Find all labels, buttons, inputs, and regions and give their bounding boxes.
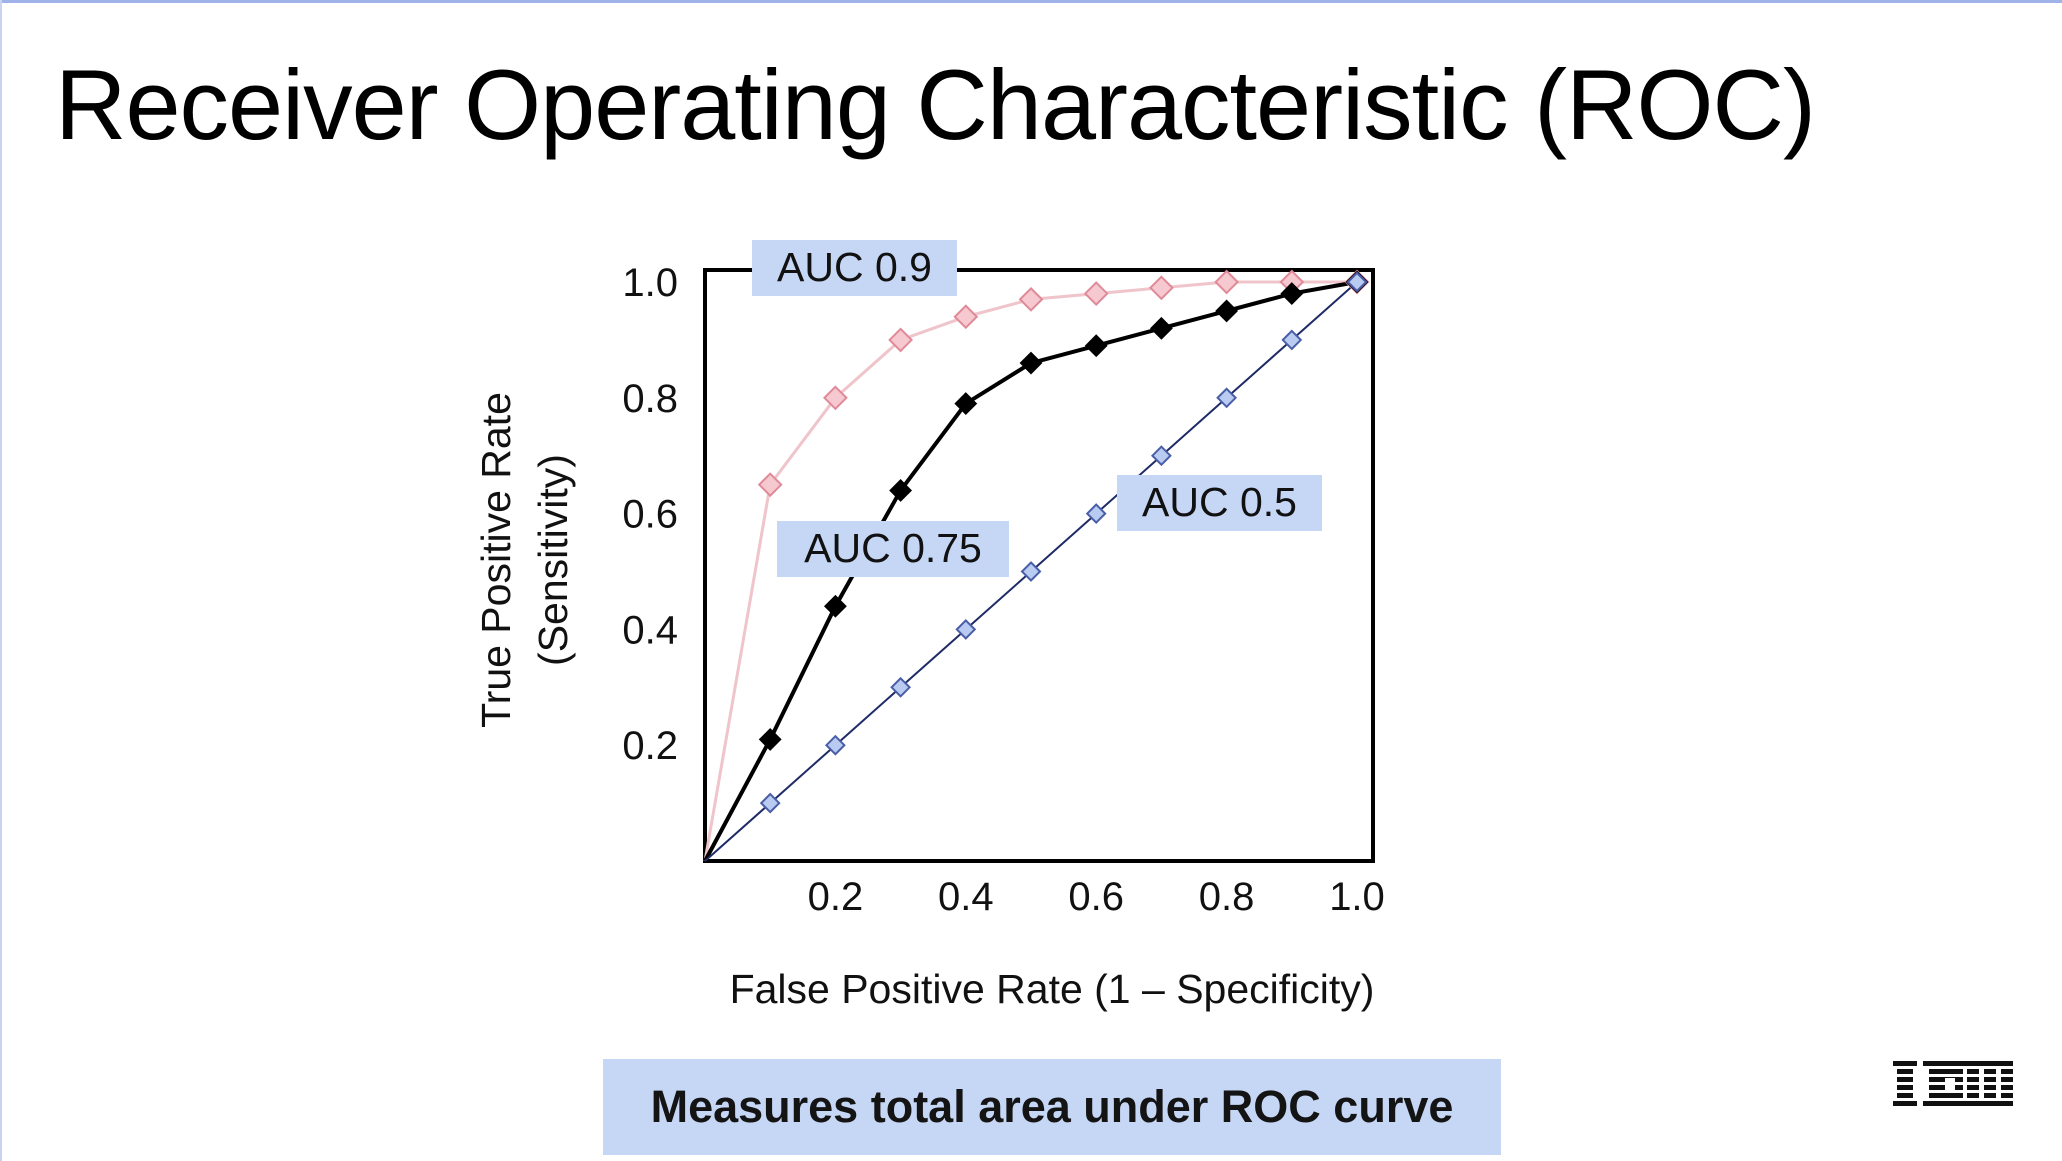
x-tick-label: 1.0 (1329, 875, 1385, 919)
series-label-box-auc-0-75 (777, 521, 1009, 577)
data-point-auc-0-5 (1085, 503, 1107, 525)
y-tick-label: 0.2 (622, 724, 678, 768)
x-axis-title: False Positive Rate (1 – Specificity) (730, 966, 1375, 1012)
y-tick-label: 0.4 (622, 608, 678, 652)
data-point-auc-0-9 (888, 327, 914, 353)
x-tick-label: 0.6 (1068, 875, 1124, 919)
ibm-logo (1893, 1059, 2013, 1113)
data-point-auc-0-5 (890, 676, 912, 698)
x-tick-label: 0.8 (1199, 875, 1255, 919)
slide-left-border (0, 0, 2, 1161)
slide-top-border (0, 0, 2062, 3)
data-point-auc-0-75 (1215, 299, 1239, 323)
data-point-auc-0-75 (823, 594, 847, 618)
data-point-auc-0-75 (1149, 316, 1173, 340)
data-point-auc-0-75 (1019, 351, 1043, 375)
y-tick-label: 1.0 (622, 261, 678, 305)
y-tick-label: 0.8 (622, 377, 678, 421)
data-point-auc-0-5 (824, 734, 846, 756)
series-label-box-auc-0-9 (752, 240, 957, 296)
y-axis-subtitle: (Sensitivity) (530, 454, 576, 666)
data-point-auc-0-9 (757, 472, 783, 498)
data-point-auc-0-75 (758, 727, 782, 751)
series-label-auc-0-5: AUC 0.5 (1142, 479, 1297, 525)
plot-frame (703, 268, 1375, 863)
data-point-auc-0-5 (1281, 329, 1303, 351)
data-point-auc-0-75 (889, 479, 913, 502)
data-point-auc-0-5 (1150, 445, 1172, 467)
series-label-box-auc-0-5 (1117, 475, 1322, 531)
data-point-auc-0-9 (1214, 269, 1240, 295)
data-point-auc-0-9 (822, 385, 848, 411)
data-point-auc-0-9 (1148, 275, 1174, 301)
data-point-auc-0-5 (955, 618, 977, 640)
data-point-auc-0-75 (1280, 282, 1304, 305)
x-tick-label: 0.4 (938, 875, 994, 919)
data-point-auc-0-75 (1084, 334, 1108, 358)
data-point-auc-0-5 (759, 792, 781, 814)
y-tick-label: 0.6 (622, 493, 678, 537)
x-tick-label: 0.2 (808, 875, 864, 919)
data-point-auc-0-5 (1020, 561, 1042, 582)
caption-box: Measures total area under ROC curve (603, 1059, 1501, 1155)
series-label-auc-0-75: AUC 0.75 (804, 525, 982, 571)
slide-title: Receiver Operating Characteristic (ROC) (55, 49, 1816, 160)
series-label-auc-0-9: AUC 0.9 (777, 244, 932, 290)
data-point-auc-0-5 (1346, 271, 1368, 293)
caption-text: Measures total area under ROC curve (650, 1081, 1454, 1132)
data-point-auc-0-9 (953, 304, 979, 330)
data-point-auc-0-5 (1216, 387, 1238, 409)
data-point-auc-0-75 (954, 392, 978, 416)
data-point-auc-0-9 (1083, 281, 1109, 306)
data-point-auc-0-9 (1018, 286, 1044, 312)
y-axis-title: True Positive Rate (473, 392, 519, 728)
